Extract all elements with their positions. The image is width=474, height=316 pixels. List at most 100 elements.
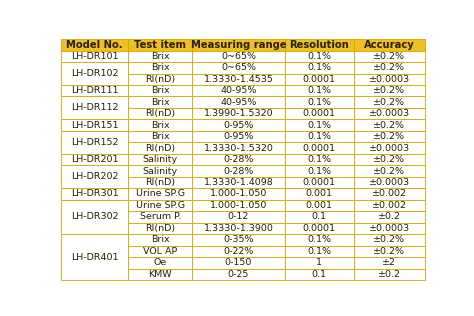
Bar [128, 234, 192, 246]
Bar [285, 177, 354, 188]
Bar [128, 269, 192, 280]
Bar [128, 200, 192, 211]
Text: LH-DR201: LH-DR201 [71, 155, 118, 164]
Text: 0.1%: 0.1% [307, 98, 331, 107]
Text: RI(nD): RI(nD) [145, 75, 175, 84]
Text: 0.1%: 0.1% [307, 121, 331, 130]
Text: LH-DR111: LH-DR111 [71, 86, 118, 95]
Bar [285, 246, 354, 257]
Bar [285, 188, 354, 200]
Bar [285, 269, 354, 280]
Text: 0-150: 0-150 [225, 258, 252, 267]
Bar [61, 62, 128, 85]
Bar [61, 165, 128, 188]
Bar [192, 246, 285, 257]
Text: 0-95%: 0-95% [223, 121, 254, 130]
Bar [285, 223, 354, 234]
Bar [61, 96, 128, 119]
Text: 1.3330-1.5320: 1.3330-1.5320 [203, 143, 273, 153]
Bar [192, 269, 285, 280]
Bar [285, 165, 354, 177]
Bar [192, 131, 285, 143]
Bar [192, 85, 285, 96]
Text: 0~65%: 0~65% [221, 52, 256, 61]
Bar [285, 211, 354, 223]
Bar [354, 51, 425, 62]
Text: ±0.2%: ±0.2% [374, 167, 405, 176]
Bar [285, 108, 354, 119]
Text: LH-DR101: LH-DR101 [71, 52, 118, 61]
Text: ±0.0003: ±0.0003 [369, 224, 410, 233]
Bar [192, 223, 285, 234]
Text: Serum P.: Serum P. [139, 212, 181, 222]
Text: ±0.0003: ±0.0003 [369, 75, 410, 84]
Bar [192, 51, 285, 62]
Bar [61, 234, 128, 280]
Text: ±0.2%: ±0.2% [374, 63, 405, 72]
Text: ±2: ±2 [383, 258, 396, 267]
Bar [128, 96, 192, 108]
Text: LH-DR102: LH-DR102 [71, 69, 118, 78]
Bar [354, 211, 425, 223]
Bar [128, 62, 192, 74]
Bar [128, 143, 192, 154]
Bar [61, 119, 128, 131]
Text: ±0.2: ±0.2 [378, 270, 401, 279]
Bar [354, 234, 425, 246]
Bar [285, 257, 354, 269]
Text: LH-DR112: LH-DR112 [71, 103, 118, 112]
Text: 0-22%: 0-22% [223, 247, 254, 256]
Bar [128, 211, 192, 223]
Bar [354, 62, 425, 74]
Text: 0~65%: 0~65% [221, 63, 256, 72]
Bar [128, 165, 192, 177]
Bar [192, 96, 285, 108]
Text: RI(nD): RI(nD) [145, 178, 175, 187]
Text: 0.0001: 0.0001 [303, 224, 336, 233]
Text: 0.001: 0.001 [306, 190, 333, 198]
Text: RI(nD): RI(nD) [145, 224, 175, 233]
Text: 0-12: 0-12 [228, 212, 249, 222]
Text: ±0.002: ±0.002 [372, 201, 407, 210]
Bar [285, 85, 354, 96]
Text: 0.0001: 0.0001 [303, 75, 336, 84]
Bar [354, 165, 425, 177]
Text: 0.0001: 0.0001 [303, 143, 336, 153]
Text: 0.1: 0.1 [312, 270, 327, 279]
Bar [61, 154, 128, 165]
Text: 40-95%: 40-95% [220, 86, 256, 95]
Text: Brix: Brix [151, 121, 170, 130]
Bar [192, 200, 285, 211]
Text: LH-DR302: LH-DR302 [71, 212, 118, 222]
Bar [285, 154, 354, 165]
Bar [285, 131, 354, 143]
Text: 0.1%: 0.1% [307, 86, 331, 95]
Text: Brix: Brix [151, 63, 170, 72]
Bar [128, 154, 192, 165]
Bar [192, 39, 285, 51]
Text: Brix: Brix [151, 132, 170, 141]
Text: 0.1%: 0.1% [307, 132, 331, 141]
Bar [354, 39, 425, 51]
Bar [128, 51, 192, 62]
Text: RI(nD): RI(nD) [145, 109, 175, 118]
Text: LH-DR202: LH-DR202 [71, 172, 118, 181]
Text: Resolution: Resolution [290, 40, 349, 50]
Bar [192, 188, 285, 200]
Bar [192, 257, 285, 269]
Text: LH-DR151: LH-DR151 [71, 121, 118, 130]
Text: ±0.2%: ±0.2% [374, 132, 405, 141]
Bar [354, 188, 425, 200]
Text: 0.1%: 0.1% [307, 52, 331, 61]
Bar [354, 154, 425, 165]
Bar [285, 119, 354, 131]
Text: LH-DR152: LH-DR152 [71, 138, 118, 147]
Bar [192, 234, 285, 246]
Bar [192, 74, 285, 85]
Text: 0.1%: 0.1% [307, 155, 331, 164]
Text: Salinity: Salinity [143, 167, 178, 176]
Text: Test item: Test item [134, 40, 186, 50]
Bar [192, 62, 285, 74]
Text: ±0.2%: ±0.2% [374, 52, 405, 61]
Text: Model No.: Model No. [66, 40, 123, 50]
